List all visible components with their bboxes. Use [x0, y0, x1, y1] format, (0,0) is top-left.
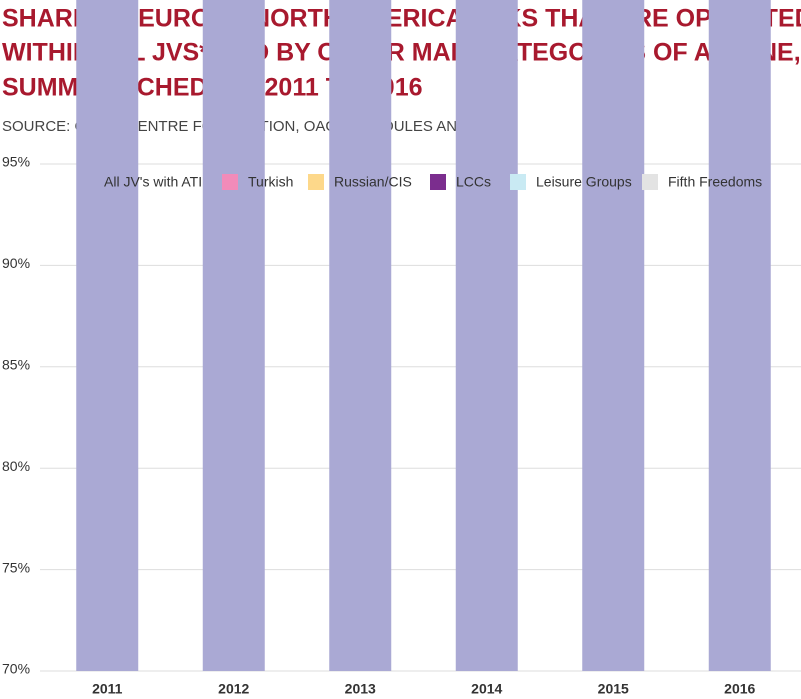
- bar-segment: [329, 0, 392, 671]
- legend-label: Leisure Groups: [536, 174, 632, 190]
- legend-label: LCCs: [456, 174, 491, 190]
- legend-label: All JV's with ATI: [104, 174, 202, 190]
- x-tick-label: 2013: [345, 681, 376, 697]
- legend-swatch: [78, 174, 94, 190]
- legend-swatch: [642, 174, 658, 190]
- x-tick-label: 2011: [92, 681, 123, 697]
- x-tick-label: 2016: [724, 681, 755, 697]
- legend-label: Turkish: [248, 174, 293, 190]
- x-tick-label: 2015: [598, 681, 629, 697]
- bar-segment: [202, 0, 265, 672]
- legend-swatch: [308, 174, 324, 190]
- legend-swatch: [222, 174, 238, 190]
- legend-swatch: [430, 174, 446, 190]
- bar-segment: [708, 0, 771, 671]
- x-tick-label: 2014: [471, 681, 502, 697]
- bar-segment: [76, 0, 139, 671]
- legend-label: Russian/CIS: [334, 174, 412, 190]
- y-tick-label: 85%: [2, 357, 30, 373]
- bar-segment: [582, 0, 645, 671]
- y-tick-label: 90%: [2, 255, 30, 271]
- x-tick-label: 2012: [218, 681, 249, 697]
- y-tick-label: 70%: [2, 661, 30, 677]
- y-tick-label: 75%: [2, 559, 30, 575]
- legend-swatch: [510, 174, 526, 190]
- bar-segment: [455, 0, 518, 671]
- y-tick-label: 95%: [2, 154, 30, 170]
- legend-label: Fifth Freedoms: [668, 174, 762, 190]
- y-tick-label: 80%: [2, 458, 30, 474]
